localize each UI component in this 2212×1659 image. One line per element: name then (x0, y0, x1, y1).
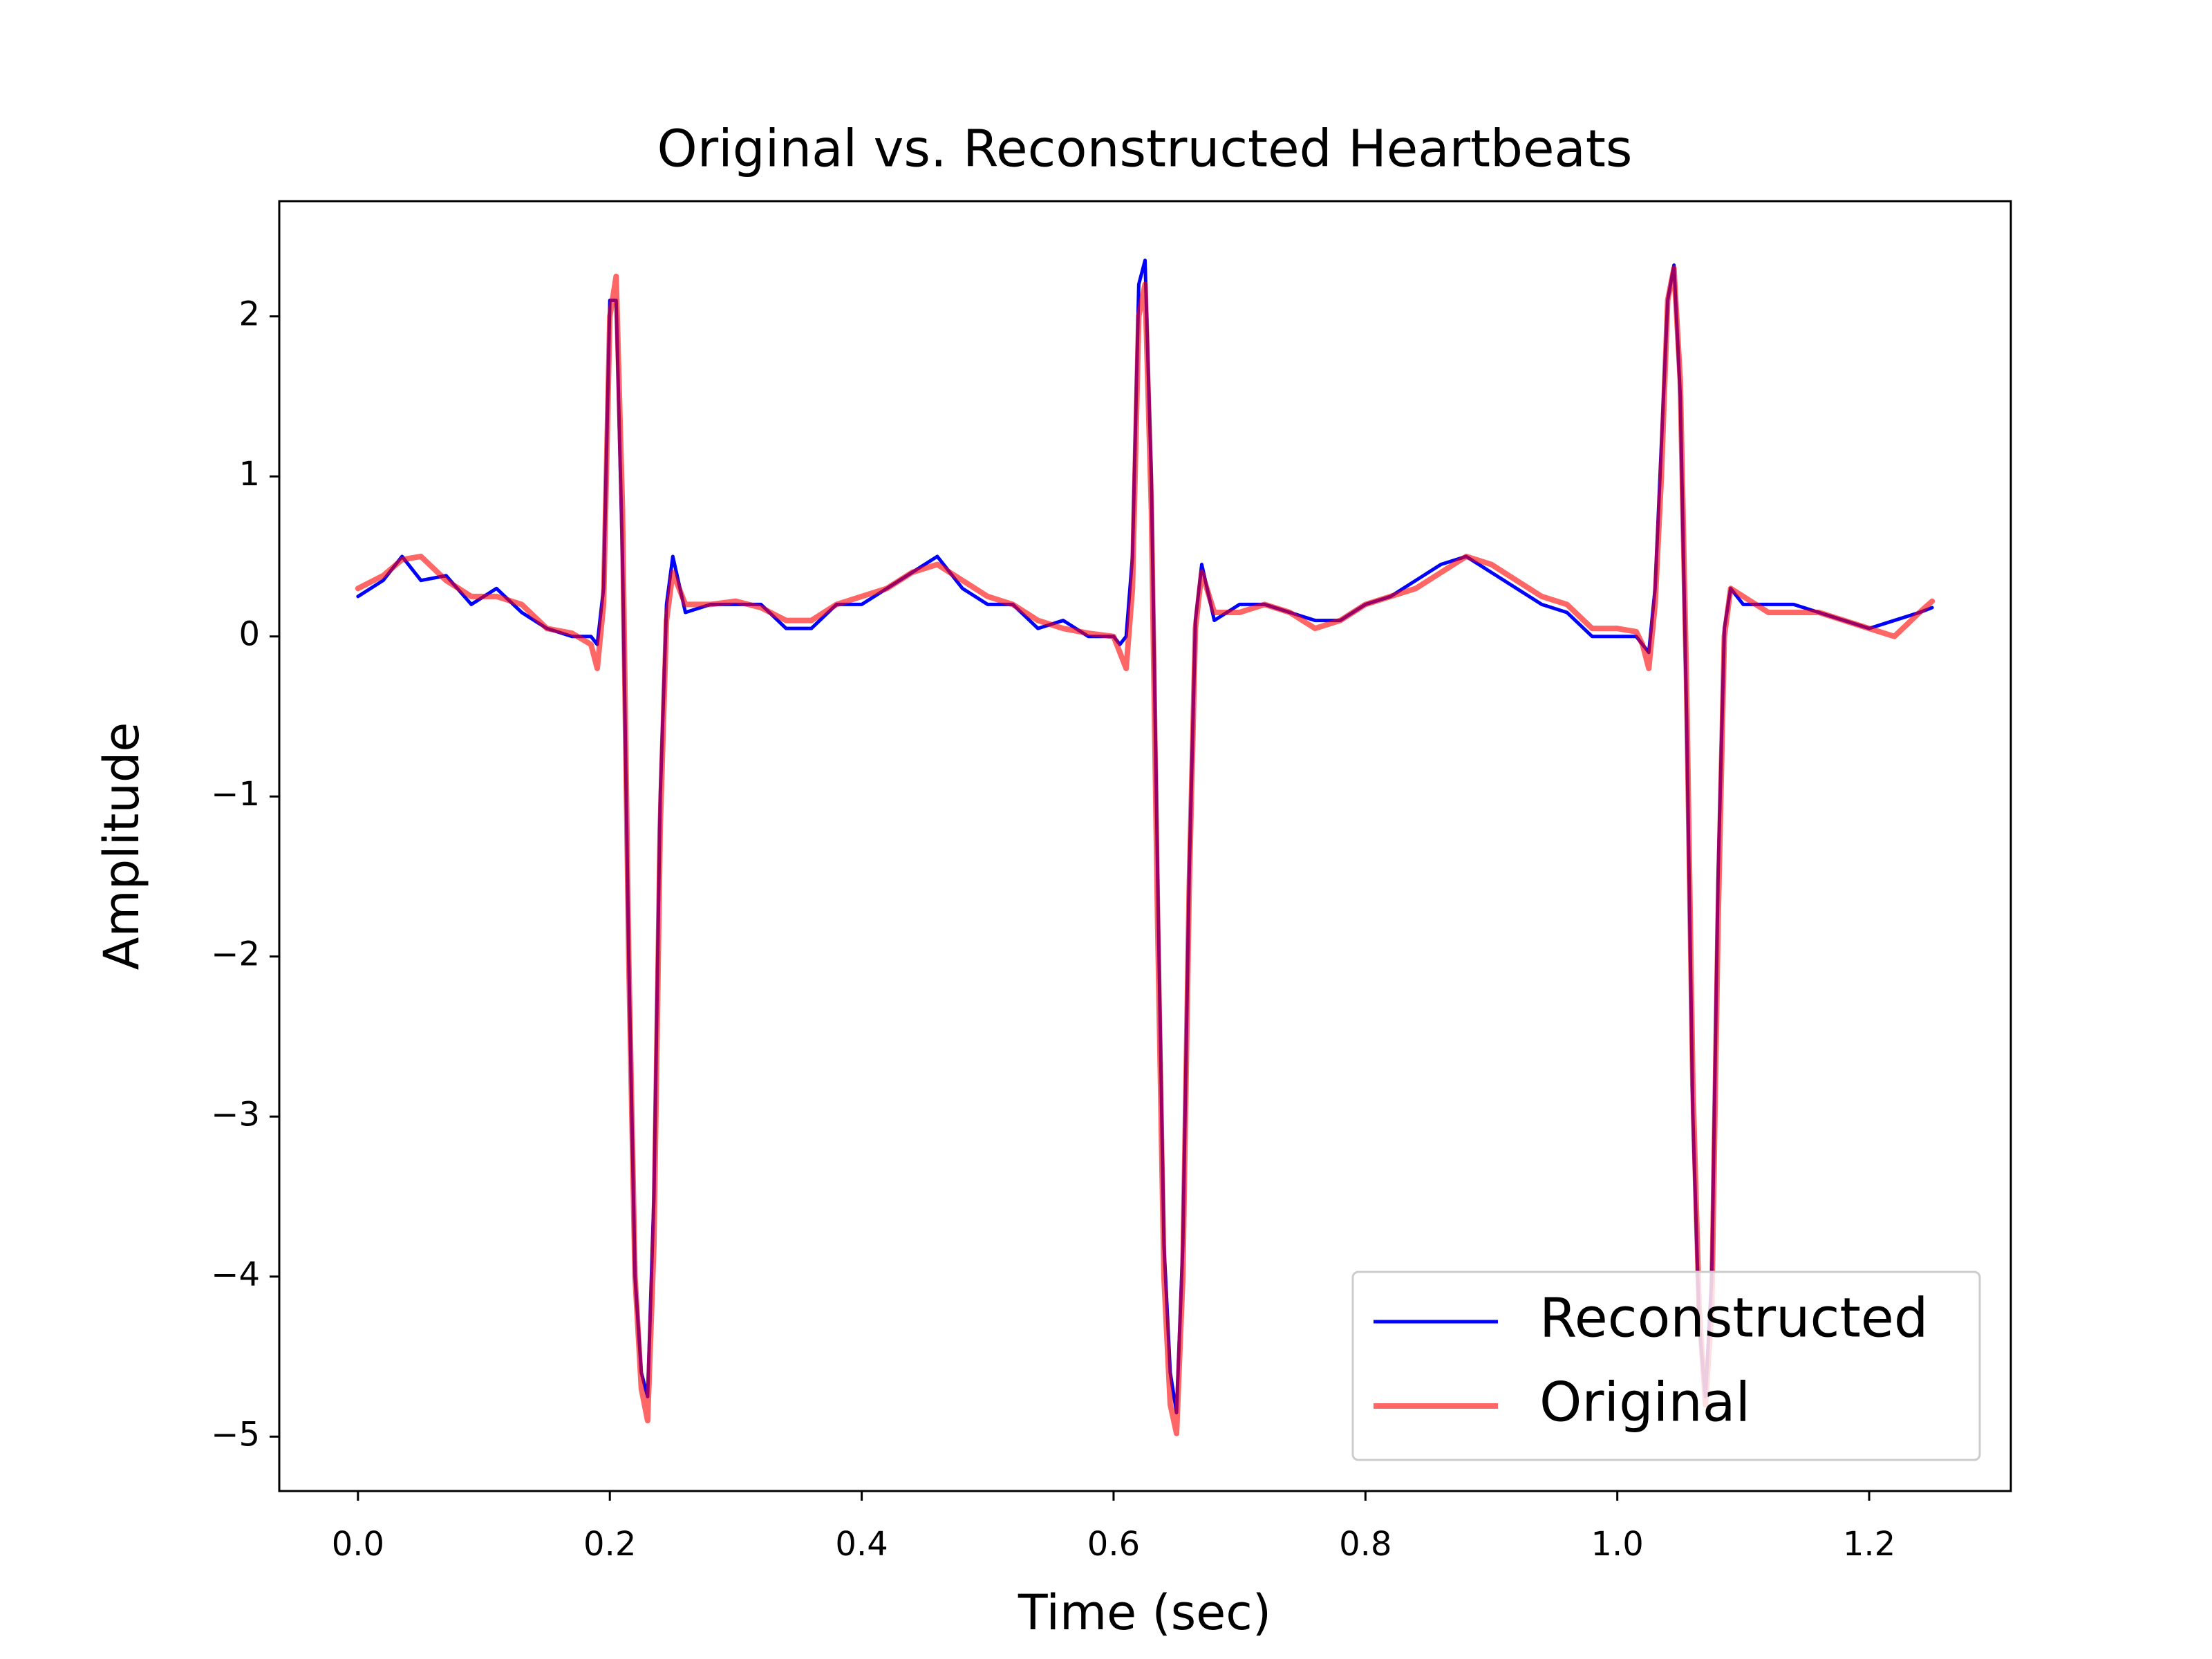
y-tick-label: 1 (238, 455, 260, 494)
x-axis-label: Time (sec) (1018, 1584, 1271, 1641)
y-tick-label: 0 (238, 615, 260, 654)
legend-label: Original (1539, 1371, 1750, 1434)
y-tick-label: −3 (211, 1095, 260, 1134)
x-tick-label: 0.8 (1339, 1525, 1391, 1564)
y-tick-label: −4 (211, 1255, 260, 1294)
x-tick-label: 0.0 (332, 1525, 384, 1564)
data-line (355, 265, 1936, 1436)
y-tick-label: 2 (238, 295, 260, 334)
y-tick-label: −5 (211, 1415, 260, 1454)
y-tick-label: −2 (211, 935, 260, 974)
chart-title: Original vs. Reconstructed Heartbeats (657, 120, 1633, 179)
legend-box (1351, 1271, 1981, 1461)
x-tick-label: 1.2 (1843, 1525, 1895, 1564)
x-tick-label: 0.6 (1087, 1525, 1140, 1564)
y-axis-label: Amplitude (93, 722, 150, 971)
legend-label: Reconstructed (1539, 1287, 1928, 1349)
y-tick-label: −1 (211, 775, 260, 814)
x-tick-label: 0.2 (583, 1525, 636, 1564)
x-tick-label: 1.0 (1591, 1525, 1644, 1564)
x-tick-label: 0.4 (835, 1525, 888, 1564)
plot-frame (278, 200, 2012, 1492)
